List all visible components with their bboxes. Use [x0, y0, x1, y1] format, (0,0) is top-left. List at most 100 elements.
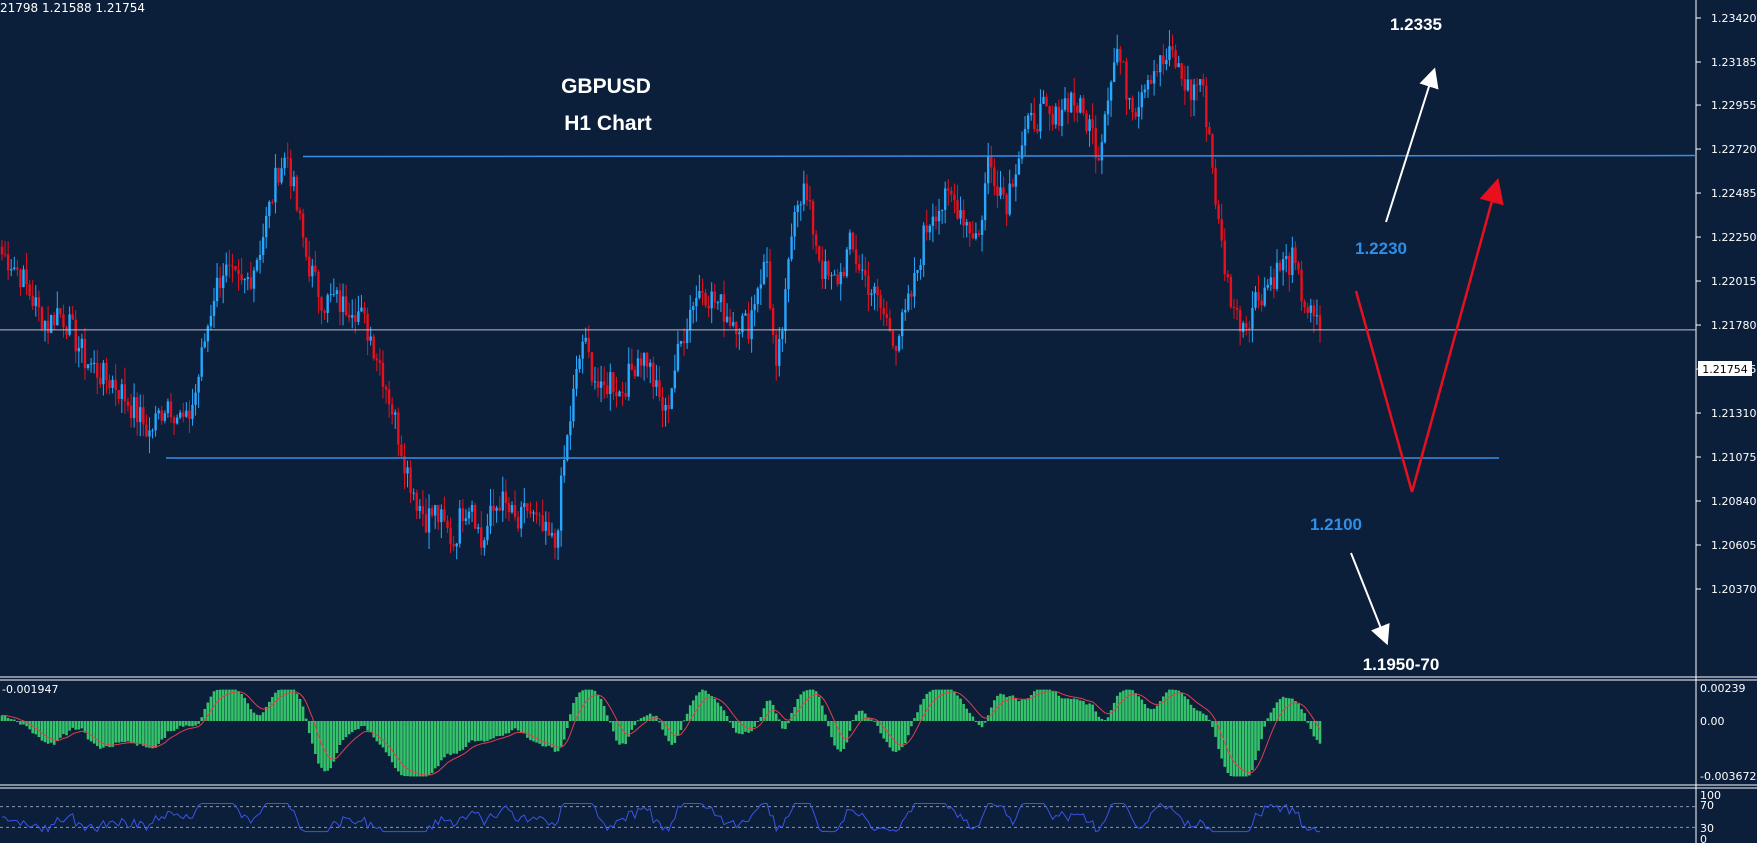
macd-histogram-bar: [953, 691, 956, 721]
candle-body: [1066, 98, 1070, 113]
candle-body: [811, 201, 815, 235]
candle-body: [363, 307, 366, 314]
candle-body: [513, 505, 517, 517]
macd-histogram-bar: [1008, 696, 1012, 721]
macd-histogram-bar: [1005, 697, 1008, 721]
candle-body: [498, 507, 501, 511]
macd-histogram-bar: [323, 721, 326, 772]
macd-histogram-bar: [996, 695, 999, 721]
candle-body: [523, 503, 526, 507]
macd-histogram-bar: [940, 689, 944, 721]
rsi-tick-30: 30: [1700, 822, 1714, 835]
candle-body: [688, 309, 692, 331]
candle-body: [563, 460, 566, 476]
macd-histogram-bar: [292, 689, 296, 721]
macd-histogram-bar: [209, 696, 213, 721]
macd-histogram-bar: [854, 714, 858, 721]
macd-histogram-bar: [781, 721, 784, 729]
candle-body: [1180, 63, 1183, 79]
candle-body: [351, 315, 354, 318]
candle-body: [842, 271, 845, 277]
candle-body: [1020, 145, 1024, 159]
macd-histogram-bar: [360, 721, 363, 727]
candle-body: [1214, 167, 1217, 205]
macd-histogram-bar: [738, 721, 741, 734]
macd-histogram-bar: [246, 703, 250, 721]
candle-body: [172, 417, 176, 424]
macd-histogram-bar: [59, 721, 62, 738]
candle-body: [778, 339, 781, 366]
candle-body: [581, 341, 584, 359]
candle-body: [916, 270, 919, 273]
candle-body: [538, 514, 541, 516]
candle-body: [710, 291, 713, 309]
candle-body: [403, 456, 406, 474]
candle-body: [105, 362, 108, 381]
macd-histogram-bar: [913, 718, 916, 721]
candle-body: [775, 334, 778, 366]
macd-histogram-bar: [400, 721, 403, 776]
candle-body: [950, 190, 953, 195]
candle-body: [28, 284, 31, 296]
candle-body: [1291, 247, 1294, 276]
candle-body: [182, 412, 185, 417]
candle-body: [943, 188, 947, 210]
candle-body: [636, 358, 640, 377]
candle-body: [1217, 204, 1220, 220]
macd-histogram-bar: [283, 689, 286, 721]
candle-body: [645, 352, 649, 367]
candle-body: [120, 384, 124, 400]
candle-body: [298, 210, 302, 214]
candle-body: [1094, 127, 1097, 159]
macd-histogram-bar: [1195, 710, 1199, 721]
candle-body: [203, 341, 206, 348]
macd-histogram-bar: [1232, 721, 1236, 777]
macd-histogram-bar: [725, 716, 729, 721]
macd-histogram-bar: [178, 721, 182, 726]
macd-histogram-bar: [117, 721, 121, 743]
candle-body: [1085, 113, 1088, 132]
candle-body: [1183, 78, 1187, 91]
candle-body: [1245, 323, 1248, 328]
macd-histogram-bar: [1315, 721, 1319, 740]
macd-histogram-bar: [565, 721, 569, 729]
macd-histogram-bar: [596, 694, 600, 721]
candle-body: [1155, 71, 1159, 73]
candle-body: [1140, 92, 1144, 108]
macd-histogram-bar: [1272, 707, 1276, 721]
rsi-tick-70: 70: [1700, 799, 1714, 812]
candle-body: [553, 532, 557, 548]
macd-histogram-bar: [458, 721, 462, 751]
candle-body: [332, 294, 336, 296]
macd-histogram-bar: [907, 721, 910, 736]
candle-body: [572, 388, 575, 422]
candle-body: [1119, 48, 1122, 62]
candle-body: [1192, 84, 1196, 101]
candle-body: [667, 405, 670, 409]
macd-histogram-bar: [71, 721, 74, 728]
macd-histogram-bar: [971, 716, 975, 721]
macd-histogram-bar: [1266, 718, 1270, 721]
macd-histogram-bar: [479, 721, 483, 741]
macd-histogram-bar: [667, 721, 670, 742]
macd-histogram-bar: [1143, 704, 1147, 721]
macd-histogram-bar: [1039, 689, 1042, 721]
macd-histogram-bar: [544, 721, 548, 747]
macd-histogram-bar: [504, 721, 508, 734]
macd-histogram-bar: [37, 721, 41, 738]
macd-histogram-bar: [1057, 695, 1061, 721]
candle-body: [824, 261, 827, 280]
macd-histogram-bar: [412, 721, 415, 777]
candle-body: [175, 417, 179, 424]
macd-histogram-bar: [1297, 703, 1300, 721]
macd-histogram-bar: [925, 693, 929, 721]
candle-body: [135, 397, 139, 423]
macd-histogram-bar: [1088, 703, 1091, 721]
macd-histogram-bar: [440, 721, 443, 761]
candle-body: [879, 295, 882, 308]
candle-body: [590, 352, 594, 382]
macd-histogram-bar: [135, 721, 139, 746]
candle-body: [6, 254, 10, 271]
candle-body: [1260, 300, 1263, 306]
